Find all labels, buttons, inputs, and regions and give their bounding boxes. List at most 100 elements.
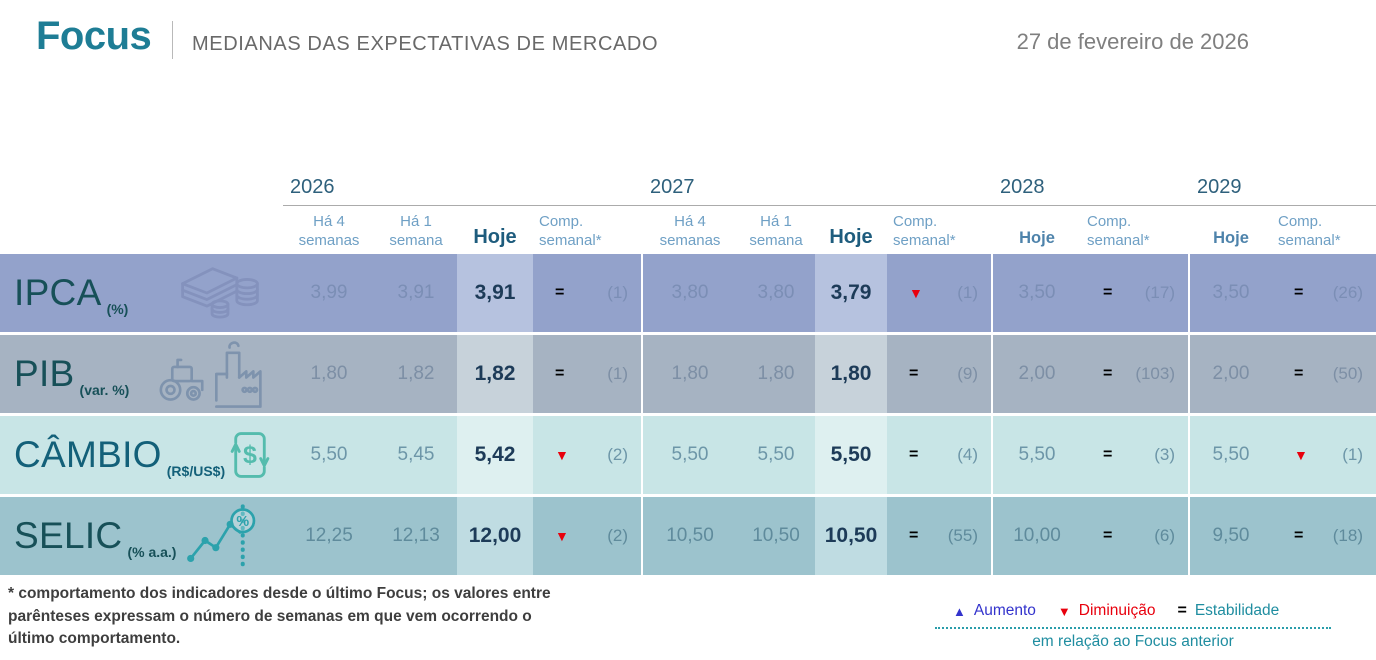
weeks-count: (2) <box>607 526 628 545</box>
weeks-count: (1) <box>957 283 978 302</box>
weeks-count: (1) <box>607 283 628 302</box>
selic-2028-hoje: 10,00 <box>993 497 1081 575</box>
trend-icon: = <box>1103 284 1113 301</box>
cambio-2029-hoje: 5,50 <box>1190 416 1272 494</box>
ipca-2028-hoje: 3,50 <box>993 254 1081 332</box>
cambio-2026-ha1: 5,45 <box>375 416 457 494</box>
selic-2027-hoje-cell: 10,50 <box>815 497 887 575</box>
trend-icon: ▼ <box>555 528 569 544</box>
footnote-line: parênteses expressam o número de semanas… <box>8 607 532 625</box>
indicator-name: PIB (var. %) <box>14 353 130 398</box>
col-header-hoje-2027: Hoje <box>829 226 873 248</box>
ipca-2027-comp-cell: ▼ (1) <box>887 254 991 332</box>
weeks-count: (17) <box>1144 283 1175 302</box>
trend-icon: = <box>909 527 919 544</box>
trend-icon: = <box>1294 284 1304 301</box>
focus-logo: Focus <box>36 14 152 58</box>
ipca-2026-ha1: 3,91 <box>375 254 457 332</box>
cambio-2026-comp-cell: ▼ (2) <box>533 416 641 494</box>
selic-label-cell: SELIC (% a.a.) % <box>0 497 283 575</box>
indicator-label: CÂMBIO <box>14 434 162 475</box>
trend-icon: = <box>1103 527 1113 544</box>
svg-text:$: $ <box>243 441 257 469</box>
col-header-hoje-2029: Hoje <box>1213 229 1249 247</box>
cambio-2028-hoje: 5,50 <box>993 416 1081 494</box>
industry-icon <box>145 337 263 411</box>
header-divider <box>172 21 173 59</box>
cambio-2028-comp-cell: = (3) <box>1081 416 1188 494</box>
selic-2027-comp-cell: = (55) <box>887 497 991 575</box>
stability-equals-icon: = <box>1177 602 1187 619</box>
indicator-unit: (var. %) <box>79 382 130 398</box>
cambio-2027-ha1: 5,50 <box>737 416 815 494</box>
stability-label: Estabilidade <box>1194 602 1280 619</box>
weeks-count: (1) <box>1342 445 1363 464</box>
hoje-value: 1,80 <box>830 362 872 385</box>
weeks-count: (50) <box>1332 364 1363 383</box>
weeks-count: (3) <box>1154 445 1175 464</box>
selic-2029-hoje: 9,50 <box>1190 497 1272 575</box>
indicator-unit: (R$/US$) <box>166 463 226 479</box>
ipca-2026-hoje-cell: 3,91 <box>457 254 533 332</box>
column-header-row: Há 4 semanas Há 1 semana Hoje Comp. sema… <box>0 206 1376 254</box>
pib-2029-hoje: 2,00 <box>1190 335 1272 413</box>
table-row-ipca: IPCA (%) 3,99 3, <box>0 254 1376 332</box>
weeks-count: (1) <box>607 364 628 383</box>
decrease-triangle-icon: ▼ <box>1057 603 1071 619</box>
hoje-value: 3,91 <box>474 281 516 304</box>
col-header-ha1-2027: Há 1 semana <box>749 213 803 249</box>
group-gap <box>991 497 993 575</box>
table-row-cambio: CÂMBIO (R$/US$) $ 5,50 5,45 5,42 ▼ (2) <box>0 416 1376 494</box>
hoje-value: 12,00 <box>468 524 522 547</box>
group-gap <box>1188 416 1190 494</box>
pib-2026-comp-cell: = (1) <box>533 335 641 413</box>
col-header-ha4-2027: Há 4 semanas <box>659 213 721 249</box>
col-header-ha4-2026: Há 4 semanas <box>298 213 360 249</box>
selic-2026-ha4: 12,25 <box>283 497 375 575</box>
pib-2026-ha1: 1,82 <box>375 335 457 413</box>
indicator-unit: (% a.a.) <box>127 544 177 560</box>
hoje-value: 5,50 <box>830 443 872 466</box>
group-gap <box>991 254 993 332</box>
year-2026: 2026 <box>290 176 335 198</box>
indicator-name: CÂMBIO (R$/US$) <box>14 434 226 479</box>
hoje-value: 10,50 <box>824 524 878 547</box>
hoje-value: 1,82 <box>474 362 516 385</box>
trend-icon: = <box>909 446 919 463</box>
trend-icon: ▼ <box>1294 447 1308 463</box>
weeks-count: (55) <box>947 526 978 545</box>
trend-icon: = <box>555 284 565 301</box>
group-gap <box>1188 335 1190 413</box>
ipca-2029-comp-cell: = (26) <box>1272 254 1376 332</box>
selic-2028-comp-cell: = (6) <box>1081 497 1188 575</box>
weeks-count: (6) <box>1154 526 1175 545</box>
col-header-hoje-2026: Hoje <box>473 226 517 248</box>
table-row-pib: PIB (var. %) <box>0 335 1376 413</box>
selic-2029-comp-cell: = (18) <box>1272 497 1376 575</box>
pib-2027-ha4: 1,80 <box>643 335 737 413</box>
group-gap <box>641 497 643 575</box>
ipca-label-cell: IPCA (%) <box>0 254 283 332</box>
trend-icon: ▼ <box>555 447 569 463</box>
pib-2026-ha4: 1,80 <box>283 335 375 413</box>
group-gap <box>991 416 993 494</box>
label-col-spacer <box>0 176 283 206</box>
col-header-comp-2029: Comp. semanal* <box>1278 213 1341 249</box>
hoje-value: 3,79 <box>830 281 872 304</box>
legend: ▲ Aumento ▼ Diminuição = Estabilidade em… <box>935 602 1331 651</box>
cambio-2029-comp-cell: ▼ (1) <box>1272 416 1376 494</box>
cambio-2027-comp-cell: = (4) <box>887 416 991 494</box>
col-header-comp-2027: Comp. semanal* <box>893 213 956 249</box>
cambio-2026-hoje-cell: 5,42 <box>457 416 533 494</box>
ipca-2027-ha1: 3,80 <box>737 254 815 332</box>
decrease-label: Diminuição <box>1078 602 1156 619</box>
weeks-count: (18) <box>1332 526 1363 545</box>
trend-icon: = <box>1103 365 1113 382</box>
increase-label: Aumento <box>973 602 1036 619</box>
weeks-count: (4) <box>957 445 978 464</box>
hoje-value: 5,42 <box>474 443 516 466</box>
selic-2027-ha1: 10,50 <box>737 497 815 575</box>
weeks-count: (9) <box>957 364 978 383</box>
pib-2027-comp-cell: = (9) <box>887 335 991 413</box>
